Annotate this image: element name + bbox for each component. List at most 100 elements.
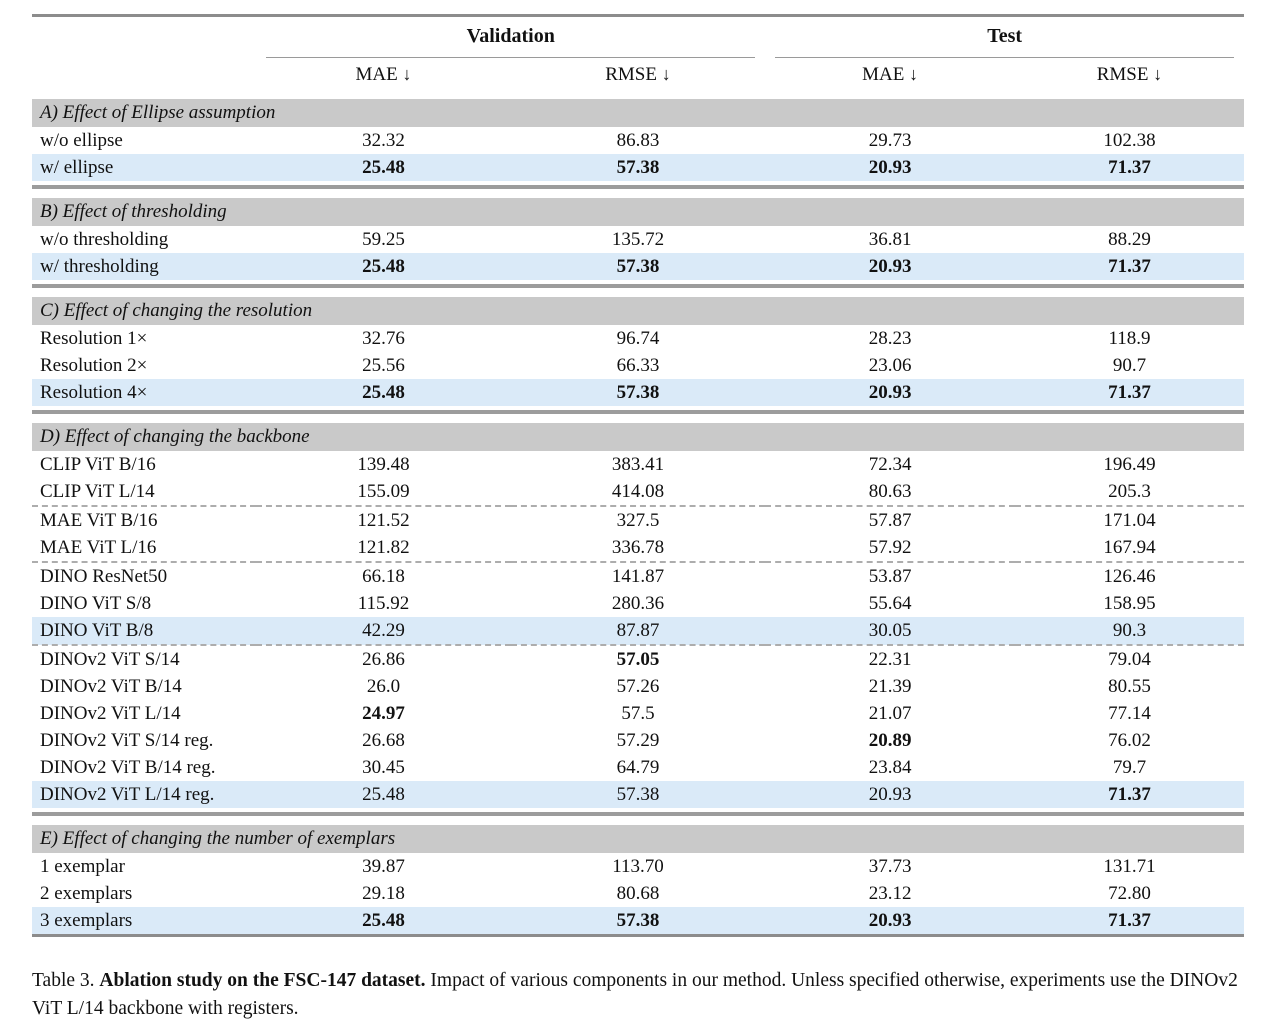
row-label: DINOv2 ViT L/14 reg. xyxy=(32,781,257,808)
column-header-rmse-test: RMSE ↓ xyxy=(1014,58,1244,98)
separator-row xyxy=(32,406,1244,421)
metric-value: 414.08 xyxy=(510,478,766,507)
metric-value: 79.04 xyxy=(1108,649,1151,670)
metric-value: 57.92 xyxy=(765,534,1015,563)
metric-value: 57.5 xyxy=(621,703,655,724)
section-header-row: A) Effect of Ellipse assumption xyxy=(32,94,1244,127)
row-label: MAE ViT B/16 xyxy=(40,510,158,531)
section-separator xyxy=(32,406,1244,421)
section-title: E) Effect of changing the number of exem… xyxy=(32,820,1244,853)
row-label: CLIP ViT L/14 xyxy=(32,478,257,507)
row-label: w/ thresholding xyxy=(32,253,257,280)
metric-value: 55.64 xyxy=(868,593,912,614)
metric-value: 20.93 xyxy=(765,781,1015,808)
caption-prefix: Table 3. xyxy=(32,970,95,991)
section-separator xyxy=(32,280,1244,295)
row-label: MAE ViT L/16 xyxy=(32,534,257,563)
row-label: DINO ViT S/8 xyxy=(40,593,152,614)
metric-value: 71.37 xyxy=(1014,253,1244,280)
down-arrow-icon: ↓ xyxy=(661,64,671,84)
metric-value: 88.29 xyxy=(1108,229,1151,250)
metric-value: 76.02 xyxy=(1108,730,1151,751)
metric-value: 113.70 xyxy=(612,856,664,877)
group-label: Validation xyxy=(266,25,756,58)
metric-value: 96.74 xyxy=(616,328,660,349)
row-label: Resolution 2× xyxy=(40,355,148,376)
table-row: CLIP ViT L/14 155.09 414.08 80.63 205.3 xyxy=(32,478,1244,507)
row-label: 3 exemplars xyxy=(32,907,257,936)
caption-bold-title: Ablation study on the FSC-147 dataset. xyxy=(99,970,426,991)
section-separator xyxy=(32,181,1244,196)
metric-value: 86.83 xyxy=(616,130,660,151)
section-title: D) Effect of changing the backbone xyxy=(32,418,1244,451)
table-row: w/o ellipse 32.32 86.83 29.73 102.38 xyxy=(32,127,1244,154)
table-row: DINOv2 ViT S/14 26.86 57.05 22.31 79.04 xyxy=(32,645,1244,673)
metric-value: 25.48 xyxy=(256,907,511,936)
metric-value: 26.86 xyxy=(362,649,405,670)
metric-value: 57.38 xyxy=(510,379,766,406)
row-label: 1 exemplar xyxy=(40,856,125,877)
metric-value: 42.29 xyxy=(256,617,511,646)
metric-value: 90.3 xyxy=(1014,617,1244,646)
metric-value: 141.87 xyxy=(611,566,665,587)
metric-value: 26.68 xyxy=(362,730,405,751)
row-label: w/ ellipse xyxy=(32,154,257,181)
metric-value: 20.89 xyxy=(868,730,912,751)
metric-header-row: MAE ↓ RMSE ↓ MAE ↓ RMSE ↓ xyxy=(32,58,1244,98)
section-header-row: B) Effect of thresholding xyxy=(32,193,1244,226)
metric-value: 23.12 xyxy=(868,883,912,904)
metric-value: 59.25 xyxy=(362,229,405,250)
row-label: CLIP ViT B/16 xyxy=(40,454,156,475)
row-label: DINOv2 ViT L/14 xyxy=(40,703,181,724)
group-header-validation: Validation xyxy=(256,16,765,58)
column-header-rmse-validation: RMSE ↓ xyxy=(510,58,766,98)
row-label: Resolution 4× xyxy=(32,379,257,406)
row-label: Resolution 1× xyxy=(40,328,148,349)
table-section: D) Effect of changing the backbone CLIP V… xyxy=(32,418,1244,808)
section-title: B) Effect of thresholding xyxy=(32,193,1244,226)
metric-value: 39.87 xyxy=(362,856,405,877)
metric-value: 24.97 xyxy=(362,703,405,724)
table-row: MAE ViT L/16 121.82 336.78 57.92 167.94 xyxy=(32,534,1244,563)
metric-value: 158.95 xyxy=(1103,593,1156,614)
separator-row xyxy=(32,280,1244,295)
table-row: DINO ResNet50 66.18 141.87 53.87 126.46 xyxy=(32,562,1244,590)
metric-value: 66.18 xyxy=(362,566,405,587)
metric-value: 22.31 xyxy=(868,649,912,670)
table-row: w/ ellipse 25.48 57.38 20.93 71.37 xyxy=(32,154,1244,181)
down-arrow-icon: ↓ xyxy=(402,64,412,84)
metric-value: 72.80 xyxy=(1108,883,1151,904)
metric-value: 196.49 xyxy=(1103,454,1156,475)
row-label: DINO ResNet50 xyxy=(40,566,168,587)
metric-value: 57.29 xyxy=(616,730,660,751)
table-row: Resolution 1× 32.76 96.74 28.23 118.9 xyxy=(32,325,1244,352)
metric-value: 57.38 xyxy=(510,154,766,181)
metric-value: 53.87 xyxy=(868,566,912,587)
section-separator xyxy=(32,808,1244,823)
metric-value: 280.36 xyxy=(611,593,665,614)
metric-value: 23.84 xyxy=(868,757,912,778)
table-row: DINO ViT S/8 115.92 280.36 55.64 158.95 xyxy=(32,590,1244,617)
metric-value: 21.07 xyxy=(868,703,912,724)
double-rule xyxy=(32,284,1244,288)
down-arrow-icon: ↓ xyxy=(909,64,919,84)
metric-value: 115.92 xyxy=(357,593,410,614)
metric-value: 20.93 xyxy=(765,907,1015,936)
separator-row xyxy=(32,181,1244,196)
empty-corner-cell xyxy=(32,16,256,59)
column-header-mae-test: MAE ↓ xyxy=(765,58,1015,98)
metric-value: 20.93 xyxy=(765,379,1015,406)
metric-value: 25.48 xyxy=(256,154,511,181)
metric-value: 29.73 xyxy=(868,130,912,151)
section-header-row: C) Effect of changing the resolution xyxy=(32,292,1244,325)
metric-value: 80.55 xyxy=(1108,676,1151,697)
row-label: DINOv2 ViT S/14 xyxy=(40,649,180,670)
metric-value: 57.38 xyxy=(510,781,766,808)
metric-value: 23.06 xyxy=(868,355,912,376)
metric-value: 336.78 xyxy=(510,534,766,563)
section-title: C) Effect of changing the resolution xyxy=(32,292,1244,325)
table-section: E) Effect of changing the number of exem… xyxy=(32,820,1244,936)
metric-value: 25.48 xyxy=(256,781,511,808)
metric-value: 121.82 xyxy=(256,534,511,563)
